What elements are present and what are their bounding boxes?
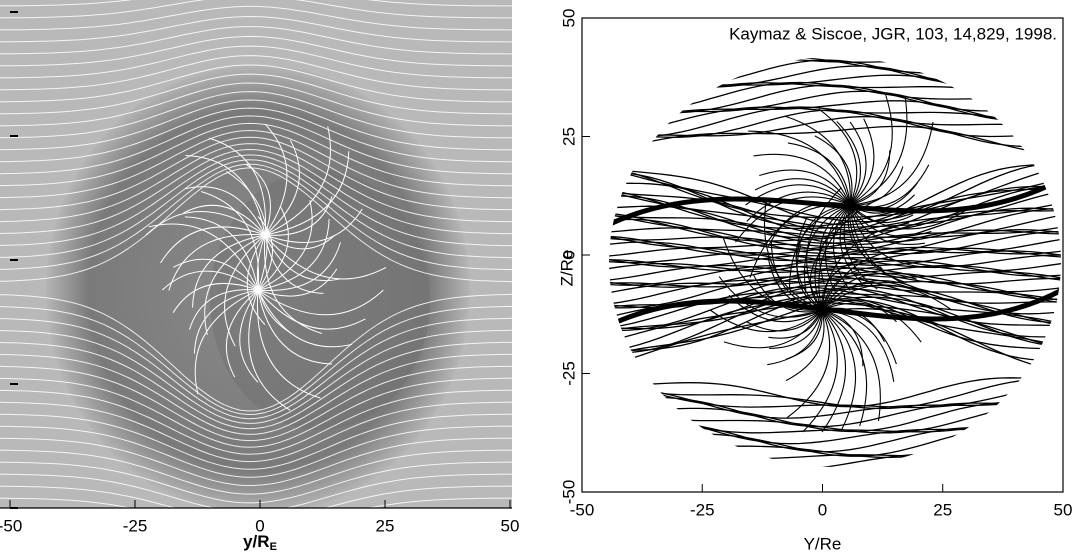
figure: Kaymaz & Siscoe, JGR, 103, 14,829, 1998.… — [0, 0, 1079, 554]
streamline — [600, 453, 1070, 482]
right-panel: Kaymaz & Siscoe, JGR, 103, 14,829, 1998. — [582, 18, 1070, 495]
streamline — [600, 75, 1070, 104]
y-tick-label: 50 — [559, 9, 578, 28]
y-axis-label: Z/Re — [557, 250, 576, 287]
streamline — [600, 117, 1070, 147]
left-panel — [0, 0, 512, 531]
streamline — [600, 66, 1070, 96]
streamline — [600, 428, 1070, 457]
streamline — [600, 60, 1070, 88]
y-tick-label: 25 — [559, 127, 578, 146]
streamline — [822, 310, 856, 431]
x-tick-label: -25 — [123, 516, 148, 535]
streamline — [600, 403, 1070, 433]
streamline — [600, 101, 1070, 130]
streamline — [600, 398, 1070, 427]
x-tick-label: -25 — [690, 500, 715, 519]
x-axis-label: y/RE — [243, 532, 277, 552]
streamline — [850, 119, 874, 205]
annotation: Kaymaz & Siscoe, JGR, 103, 14,829, 1998. — [729, 24, 1057, 43]
streamline — [600, 91, 1070, 121]
y-tick-label: -50 — [559, 480, 578, 505]
streamline — [600, 423, 1070, 452]
streamline — [600, 41, 1070, 70]
streamline — [600, 465, 1070, 495]
streamline — [600, 50, 1070, 79]
y-tick-label: -25 — [559, 361, 578, 386]
x-axis-label: Y/Re — [804, 534, 842, 553]
streamline — [600, 439, 1070, 469]
x-tick-label: 50 — [501, 516, 520, 535]
streamline — [822, 310, 867, 426]
x-tick-label: 0 — [818, 500, 827, 519]
x-tick-label: 25 — [376, 516, 395, 535]
streamline — [787, 310, 830, 418]
label-main: y/R — [243, 532, 269, 551]
streamline — [600, 85, 1070, 113]
streamline — [600, 432, 1070, 458]
x-tick-label: -50 — [0, 516, 22, 535]
streamline — [600, 59, 1070, 85]
x-tick-label: 25 — [933, 500, 952, 519]
label-subscript: E — [270, 541, 277, 553]
plot-frame — [582, 18, 1063, 492]
streamline — [600, 389, 1070, 419]
x-tick-label: 50 — [1054, 500, 1073, 519]
streamline — [600, 457, 1070, 484]
